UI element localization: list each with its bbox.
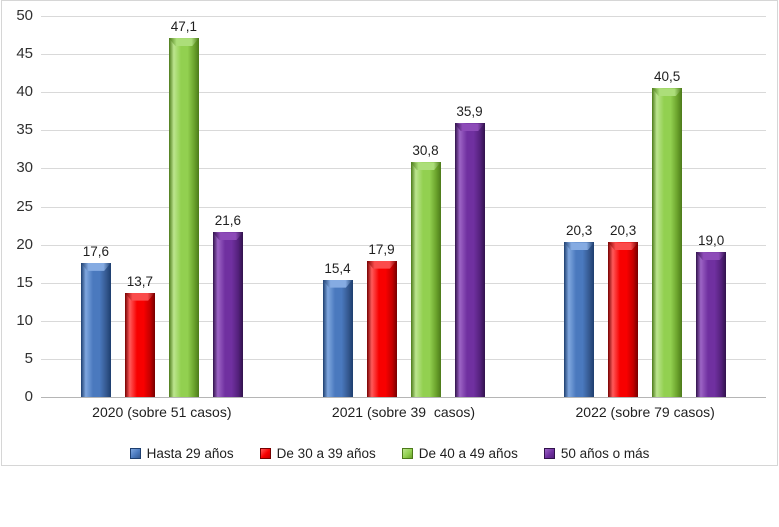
bar-wrap: 40,5 bbox=[652, 16, 683, 397]
bar bbox=[212, 232, 243, 397]
bar bbox=[652, 88, 683, 397]
legend-label: 50 años o más bbox=[560, 446, 650, 461]
bar-value-label: 40,5 bbox=[654, 69, 681, 85]
gridline bbox=[41, 16, 766, 17]
y-tick-label: 15 bbox=[16, 273, 33, 291]
gridline bbox=[41, 320, 766, 322]
bar bbox=[322, 279, 353, 397]
bar bbox=[410, 162, 441, 397]
bar-wrap: 15,4 bbox=[322, 16, 353, 397]
bar-wrap: 17,9 bbox=[366, 16, 397, 397]
chart-frame: 17,6 13,7 47,1 21,6 15,4 17,9 30,8 35,9 20,3 20,3… bbox=[1, 0, 778, 466]
bar-value-label: 17,9 bbox=[368, 241, 395, 257]
x-axis-line bbox=[41, 397, 766, 398]
y-tick-label: 35 bbox=[16, 121, 33, 139]
plot-area: 17,6 13,7 47,1 21,6 15,4 17,9 30,8 35,9 20,3 20,3… bbox=[41, 16, 766, 398]
bar-wrap: 30,8 bbox=[410, 16, 441, 397]
bar-wrap: 13,7 bbox=[124, 16, 155, 397]
bar bbox=[168, 38, 199, 397]
legend-swatch-icon bbox=[543, 448, 555, 459]
bar-value-label: 35,9 bbox=[456, 104, 483, 120]
legend-item: 50 años o más bbox=[543, 446, 650, 461]
bar-wrap: 17,6 bbox=[80, 16, 111, 397]
gridline bbox=[41, 282, 766, 284]
legend-label: Hasta 29 años bbox=[146, 446, 234, 461]
y-tick-label: 5 bbox=[24, 349, 33, 367]
bar-group: 17,6 13,7 47,1 21,6 bbox=[41, 16, 283, 397]
y-tick-label: 25 bbox=[16, 197, 33, 215]
bar-groups: 17,6 13,7 47,1 21,6 15,4 17,9 30,8 35,9 20,3 20,3… bbox=[41, 16, 766, 397]
legend-item: De 40 a 49 años bbox=[401, 446, 518, 461]
bar-wrap: 35,9 bbox=[454, 16, 485, 397]
bar bbox=[366, 260, 397, 397]
legend-swatch-icon bbox=[129, 448, 141, 459]
legend-swatch-icon bbox=[401, 448, 413, 459]
legend-swatch-icon bbox=[259, 448, 271, 459]
x-axis-category-label: 2022 (sobre 79 casos) bbox=[575, 404, 715, 420]
bar-wrap: 20,3 bbox=[564, 16, 595, 397]
bar bbox=[454, 123, 485, 397]
x-axis-category-label: 2021 (sobre 39 casos) bbox=[331, 404, 476, 420]
bar-value-label: 15,4 bbox=[324, 260, 351, 276]
y-tick-label: 40 bbox=[16, 83, 33, 101]
bar-value-label: 20,3 bbox=[566, 223, 593, 239]
y-tick-label: 50 bbox=[16, 7, 33, 24]
gridline bbox=[41, 54, 766, 56]
bar-wrap: 21,6 bbox=[212, 16, 243, 397]
legend: Hasta 29 años De 30 a 39 años De 40 a 49 a… bbox=[2, 446, 777, 461]
y-tick-label: 10 bbox=[16, 311, 33, 329]
bar-group: 20,3 20,3 40,5 19,0 bbox=[524, 16, 766, 397]
bar-value-label: 13,7 bbox=[126, 273, 153, 289]
bar-value-label: 17,6 bbox=[82, 243, 109, 259]
legend-item: Hasta 29 años bbox=[129, 446, 234, 461]
x-axis-category-label: 2020 (sobre 51 casos) bbox=[92, 404, 232, 420]
bar-value-label: 19,0 bbox=[698, 233, 725, 249]
bar-value-label: 20,3 bbox=[610, 223, 637, 239]
gridline bbox=[41, 206, 766, 208]
legend-label: De 30 a 39 años bbox=[276, 446, 376, 461]
gridline bbox=[41, 358, 766, 360]
gridline bbox=[41, 130, 766, 132]
y-tick-label: 20 bbox=[16, 235, 33, 253]
bar-value-label: 47,1 bbox=[170, 19, 197, 35]
y-tick-label: 0 bbox=[24, 388, 33, 405]
bar bbox=[564, 242, 595, 397]
bar bbox=[696, 252, 727, 397]
x-axis-labels: 2020 (sobre 51 casos) 2021 (sobre 39 caso… bbox=[41, 404, 766, 420]
legend-item: De 30 a 39 años bbox=[259, 446, 376, 461]
y-tick-label: 30 bbox=[16, 159, 33, 177]
bar-wrap: 20,3 bbox=[608, 16, 639, 397]
bar-wrap: 19,0 bbox=[696, 16, 727, 397]
bar-value-label: 30,8 bbox=[412, 143, 439, 159]
bar-group: 15,4 17,9 30,8 35,9 bbox=[283, 16, 525, 397]
bar-value-label: 21,6 bbox=[214, 213, 241, 229]
bar bbox=[608, 242, 639, 397]
gridline bbox=[41, 92, 766, 94]
bar bbox=[80, 262, 111, 397]
legend-label: De 40 a 49 años bbox=[418, 446, 518, 461]
gridline bbox=[41, 244, 766, 246]
gridline bbox=[41, 168, 766, 170]
bar-wrap: 47,1 bbox=[168, 16, 199, 397]
bar bbox=[124, 292, 155, 397]
y-tick-label: 45 bbox=[16, 45, 33, 63]
